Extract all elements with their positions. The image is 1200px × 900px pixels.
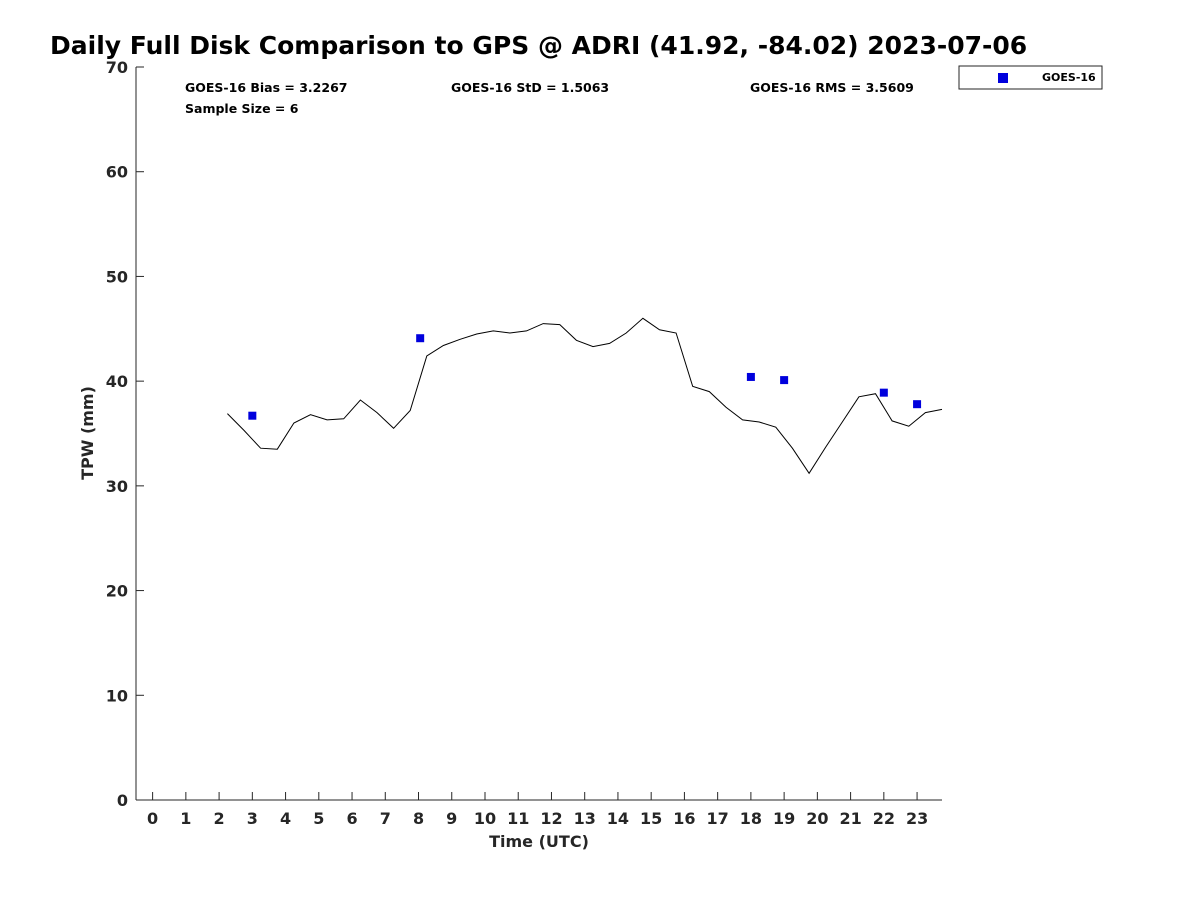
y-tick-label: 70 [106,58,128,77]
chart-title: Daily Full Disk Comparison to GPS @ ADRI… [50,31,1027,60]
stat-rms: GOES-16 RMS = 3.5609 [750,80,914,95]
x-tick-label: 0 [147,809,158,828]
stat-sample-size: Sample Size = 6 [185,101,299,116]
x-tick-label: 11 [507,809,529,828]
legend-box [958,65,1103,90]
x-tick-label: 21 [839,809,861,828]
x-tick-label: 18 [740,809,762,828]
x-tick-label: 14 [607,809,629,828]
y-ticks: 0 10 20 30 40 50 60 70 [106,58,144,810]
stats-block: GOES-16 Bias = 3.2267 GOES-16 StD = 1.50… [185,80,914,116]
series-layer [227,317,943,475]
goes16-point [913,400,922,409]
x-axis-label: Time (UTC) [489,832,589,851]
x-tick-label: 16 [673,809,695,828]
x-tick-label: 19 [773,809,795,828]
legend: GOES-16 [958,65,1103,90]
goes16-point [746,372,755,381]
x-tick-label: 7 [380,809,391,828]
x-tick-label: 1 [180,809,191,828]
legend-label: GOES-16 [1042,71,1096,84]
y-tick-label: 60 [106,163,128,182]
goes16-point [879,388,888,397]
x-tick-label: 20 [806,809,828,828]
x-tick-label: 4 [280,809,291,828]
x-tick-label: 9 [446,809,457,828]
y-tick-label: 40 [106,372,128,391]
y-tick-label: 30 [106,477,128,496]
x-tick-label: 15 [640,809,662,828]
x-tick-label: 10 [474,809,496,828]
stat-bias: GOES-16 Bias = 3.2267 [185,80,347,95]
gps-tpw-line [227,317,943,475]
x-tick-label: 17 [707,809,729,828]
y-tick-label: 20 [106,582,128,601]
y-tick-label: 0 [117,791,128,810]
x-ticks: 0 1 2 3 4 5 6 7 8 9 10 11 12 13 14 15 16 17 18 19 20 21 22 23 [147,792,928,828]
x-tick-label: 3 [247,809,258,828]
x-tick-label: 5 [313,809,324,828]
stat-std: GOES-16 StD = 1.5063 [451,80,609,95]
y-tick-label: 50 [106,267,128,286]
x-tick-label: 6 [346,809,357,828]
goes16-point [248,411,257,420]
x-tick-label: 8 [413,809,424,828]
x-tick-label: 23 [906,809,928,828]
x-tick-label: 13 [574,809,596,828]
x-tick-label: 22 [873,809,895,828]
x-tick-label: 2 [214,809,225,828]
legend-marker [998,73,1008,83]
y-tick-label: 10 [106,686,128,705]
x-tick-label: 12 [540,809,562,828]
y-axis-label: TPW (mm) [78,386,97,480]
goes16-point [780,376,789,385]
goes16-point [416,334,425,343]
